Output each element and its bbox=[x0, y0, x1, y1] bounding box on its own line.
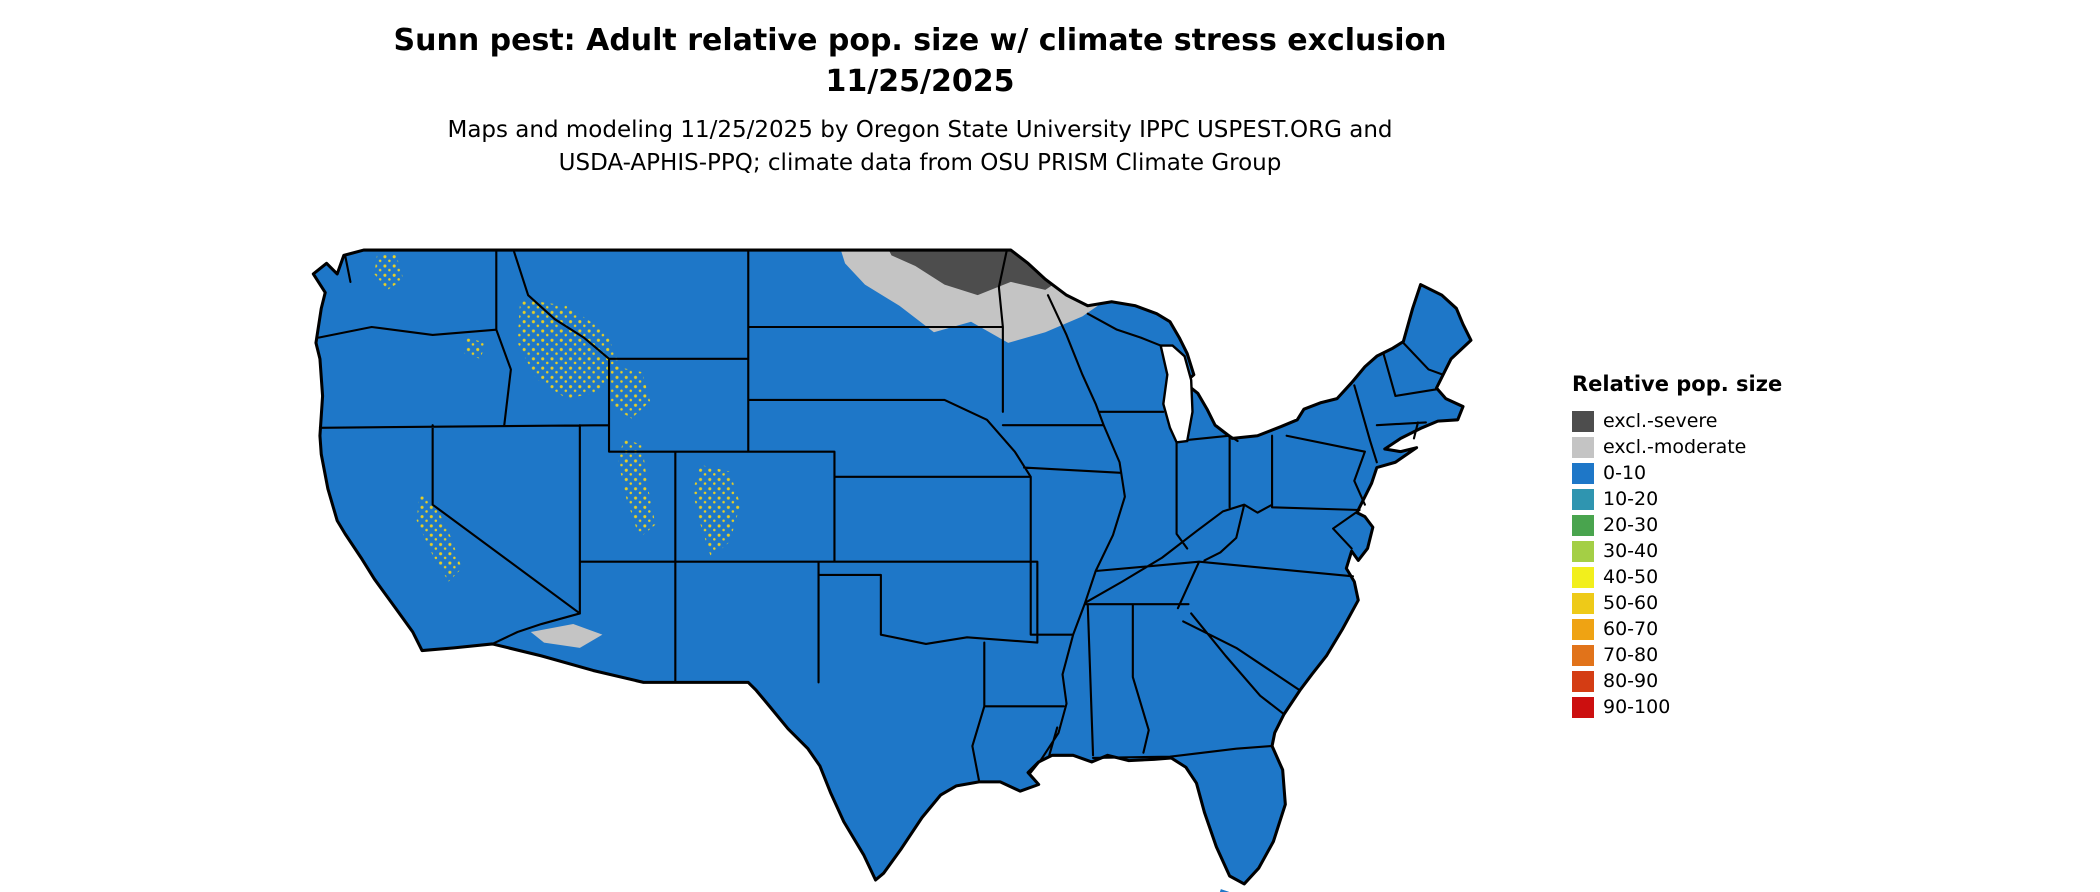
speckle-region-ne-oregon bbox=[464, 337, 486, 359]
us-map bbox=[308, 226, 1528, 892]
legend-item: 90-100 bbox=[1572, 694, 1832, 720]
figure-header: Sunn pest: Adult relative pop. size w/ c… bbox=[310, 20, 1530, 180]
legend-item: 20-30 bbox=[1572, 512, 1832, 538]
legend-label: 30-40 bbox=[1603, 540, 1659, 562]
legend-swatch bbox=[1572, 462, 1594, 484]
exclusion-severe-region-minnesota bbox=[1132, 250, 1234, 288]
legend-item: excl.-severe bbox=[1572, 408, 1832, 434]
legend-swatch bbox=[1572, 540, 1594, 562]
legend-swatch bbox=[1572, 436, 1594, 458]
lake-michigan bbox=[1159, 344, 1194, 444]
speckle-region-wyoming bbox=[610, 365, 651, 419]
attribution-line-2: USDA-APHIS-PPQ; climate data from OSU PR… bbox=[558, 150, 1282, 176]
legend-label: 60-70 bbox=[1603, 618, 1659, 640]
legend-swatch bbox=[1572, 410, 1594, 432]
legend-item: 60-70 bbox=[1572, 616, 1832, 642]
legend-item: excl.-moderate bbox=[1572, 434, 1832, 460]
legend-swatch bbox=[1572, 488, 1594, 510]
map-legend: Relative pop. size excl.-severe excl.-mo… bbox=[1572, 372, 1832, 720]
legend-label: excl.-severe bbox=[1603, 410, 1718, 432]
attribution-line-1: Maps and modeling 11/25/2025 by Oregon S… bbox=[447, 117, 1393, 143]
legend-swatch bbox=[1572, 644, 1594, 666]
speckle-region-sierra-nevada bbox=[416, 491, 462, 582]
legend-label: 90-100 bbox=[1603, 696, 1671, 718]
us-map-svg bbox=[311, 248, 1473, 892]
attribution: Maps and modeling 11/25/2025 by Oregon S… bbox=[310, 114, 1530, 180]
legend-swatch bbox=[1572, 592, 1594, 614]
legend-label: 20-30 bbox=[1603, 514, 1659, 536]
legend-item: 10-20 bbox=[1572, 486, 1832, 512]
legend-label: 0-10 bbox=[1603, 462, 1647, 484]
map-title-date: 11/25/2025 bbox=[825, 64, 1015, 99]
legend-label: 10-20 bbox=[1603, 488, 1659, 510]
legend-label: 40-50 bbox=[1603, 566, 1659, 588]
legend-label: 50-60 bbox=[1603, 592, 1659, 614]
map-title: Sunn pest: Adult relative pop. size w/ c… bbox=[393, 23, 1447, 58]
legend-item: 80-90 bbox=[1572, 668, 1832, 694]
legend-item: 30-40 bbox=[1572, 538, 1832, 564]
speckle-region-cascades bbox=[374, 252, 404, 290]
legend-label: 80-90 bbox=[1603, 670, 1659, 692]
us-landmass bbox=[313, 250, 1471, 884]
legend-swatch bbox=[1572, 670, 1594, 692]
speckle-region-utah bbox=[618, 438, 656, 538]
speckle-region-colorado bbox=[692, 464, 741, 558]
legend-item: 0-10 bbox=[1572, 460, 1832, 486]
legend-label: 70-80 bbox=[1603, 644, 1659, 666]
legend-title: Relative pop. size bbox=[1572, 372, 1783, 396]
legend-swatch bbox=[1572, 618, 1594, 640]
legend-item: 70-80 bbox=[1572, 642, 1832, 668]
state-borders bbox=[317, 249, 1445, 782]
national-border bbox=[311, 248, 1473, 886]
speckle-region-idaho-montana bbox=[517, 299, 620, 399]
legend-swatch bbox=[1572, 566, 1594, 588]
legend-swatch bbox=[1572, 696, 1594, 718]
legend-swatch bbox=[1572, 514, 1594, 536]
legend-item: 50-60 bbox=[1572, 590, 1832, 616]
legend-label: excl.-moderate bbox=[1603, 436, 1747, 458]
exclusion-moderate-region-southwest bbox=[530, 624, 603, 648]
legend-item: 40-50 bbox=[1572, 564, 1832, 590]
